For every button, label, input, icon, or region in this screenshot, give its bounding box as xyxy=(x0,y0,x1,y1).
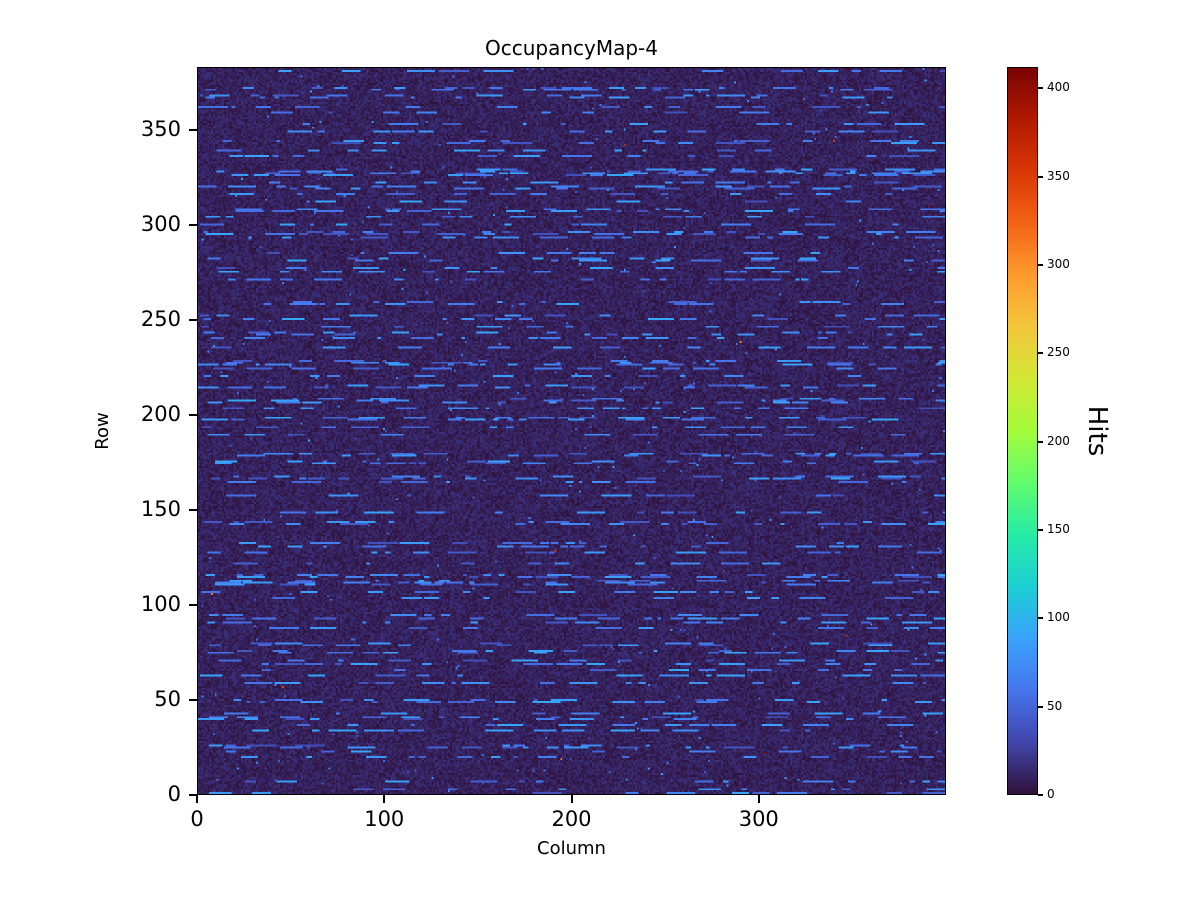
colorbar-tick-mark xyxy=(1038,528,1043,531)
x-tick-label: 100 xyxy=(364,807,405,831)
x-tick-label: 0 xyxy=(190,807,204,831)
y-axis-label: Row xyxy=(92,412,113,450)
colorbar-tick-mark xyxy=(1038,794,1043,796)
colorbar-label: Hits xyxy=(1082,405,1112,457)
x-axis-label: Column xyxy=(537,838,606,859)
colorbar-tick-label: 50 xyxy=(1047,698,1063,713)
colorbar-tick-label: 200 xyxy=(1047,433,1070,448)
y-tick-mark xyxy=(189,794,197,796)
y-tick-label: 200 xyxy=(140,401,181,426)
colorbar-tick-mark xyxy=(1038,440,1043,443)
colorbar-tick-label: 100 xyxy=(1047,610,1070,625)
colorbar xyxy=(1007,67,1038,795)
colorbar-tick-mark xyxy=(1038,175,1043,178)
heatmap-canvas xyxy=(198,68,945,794)
x-tick-mark xyxy=(196,795,198,803)
colorbar-tick-label: 300 xyxy=(1047,256,1070,271)
y-tick-label: 300 xyxy=(140,211,181,236)
plot-area xyxy=(197,67,946,795)
y-tick-label: 250 xyxy=(140,306,181,331)
y-tick-label: 0 xyxy=(167,782,181,806)
y-tick-mark xyxy=(189,413,197,416)
y-tick-mark xyxy=(189,223,197,226)
colorbar-tick-mark xyxy=(1038,87,1043,90)
colorbar-tick-label: 250 xyxy=(1047,345,1070,360)
x-tick-label: 200 xyxy=(551,807,592,831)
chart-title: OccupancyMap-4 xyxy=(484,36,659,60)
y-tick-label: 50 xyxy=(154,686,181,711)
x-tick-mark xyxy=(757,795,760,803)
y-tick-label: 100 xyxy=(140,591,181,616)
colorbar-tick-label: 350 xyxy=(1047,168,1070,183)
y-tick-label: 350 xyxy=(140,116,181,141)
colorbar-tick-mark xyxy=(1038,263,1043,266)
x-tick-mark xyxy=(570,795,573,803)
x-tick-mark xyxy=(383,795,386,803)
colorbar-tick-label: 150 xyxy=(1047,521,1070,536)
y-tick-mark xyxy=(189,508,197,511)
y-tick-mark xyxy=(189,603,197,606)
colorbar-tick-label: 400 xyxy=(1047,80,1070,95)
colorbar-gradient xyxy=(1008,68,1037,794)
x-tick-label: 300 xyxy=(738,807,779,831)
colorbar-tick-mark xyxy=(1038,352,1043,355)
y-tick-mark xyxy=(189,128,197,131)
colorbar-tick-label: 0 xyxy=(1047,787,1055,801)
y-tick-mark xyxy=(189,318,197,321)
colorbar-tick-mark xyxy=(1038,705,1043,708)
y-tick-mark xyxy=(189,698,197,701)
colorbar-tick-mark xyxy=(1038,617,1043,620)
y-tick-label: 150 xyxy=(140,496,181,521)
